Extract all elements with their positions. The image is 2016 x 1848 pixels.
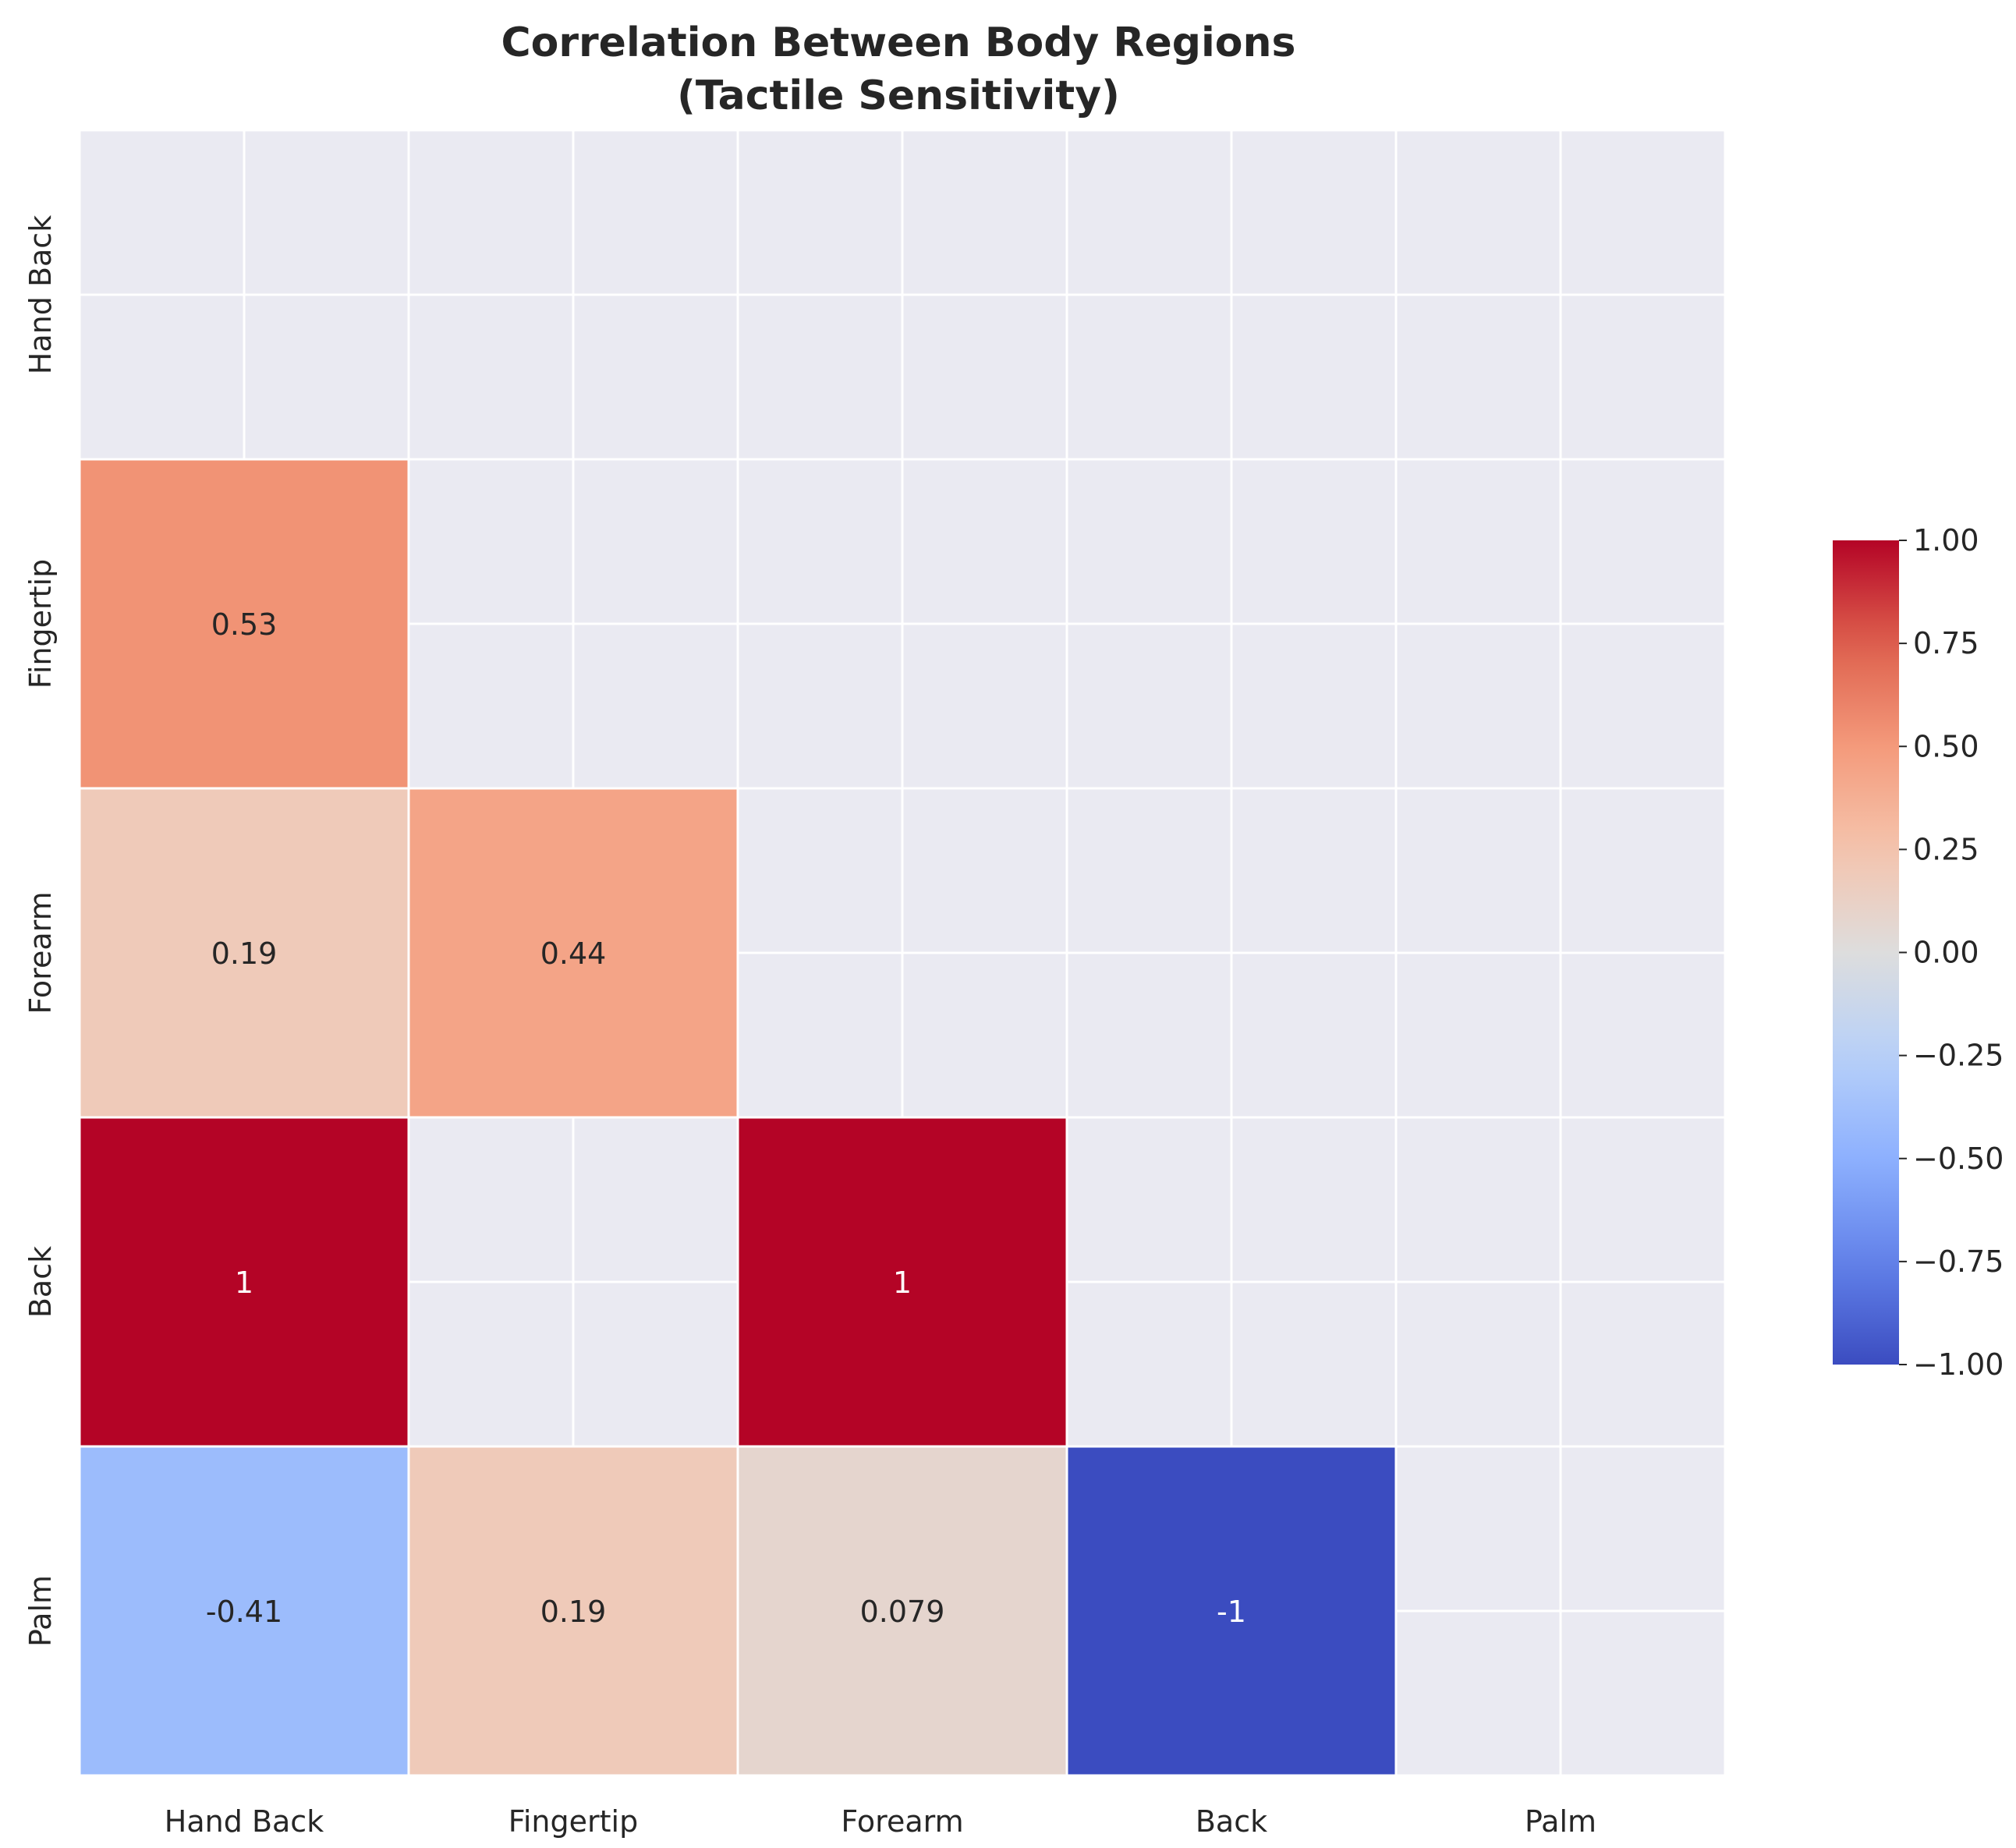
colorbar-tick-label: −0.75	[1913, 1244, 2004, 1279]
y-tick-label: Hand Back	[23, 215, 58, 374]
colorbar-gradient	[1833, 540, 1899, 1365]
cell-value-label: 1	[893, 1266, 912, 1300]
x-tick-label: Hand Back	[165, 1804, 324, 1839]
colorbar-tick-label: −0.50	[1913, 1142, 2004, 1176]
heatmap-cell	[78, 1116, 410, 1448]
colorbar-tick-label: 0.00	[1913, 936, 1979, 970]
colorbar: 1.00 0.75 0.50 0.25 0.00 −0.25 −0.50 −0.75 −1.00	[1833, 523, 2004, 1382]
heatmap-cell	[407, 787, 739, 1119]
cell-value-label: 0.079	[860, 1595, 945, 1629]
x-tick-label: Fingertip	[508, 1804, 638, 1839]
colorbar-tick-label: 0.75	[1913, 626, 1979, 660]
cell-value-label: 0.53	[211, 607, 278, 642]
heatmap-cell	[78, 458, 410, 790]
y-tick-label: Forearm	[23, 891, 58, 1014]
heatmap-cell	[1065, 1445, 1398, 1777]
colorbar-tick-label: −1.00	[1913, 1347, 2004, 1382]
cell-value-label: -1	[1217, 1595, 1246, 1629]
y-tick-label: Back	[23, 1246, 58, 1318]
heatmap-cells: 0.53 0.19 0.44 1 1 -0.41 0.19 0.079 -1	[78, 458, 1398, 1777]
cell-value-label: -0.41	[206, 1595, 282, 1629]
x-tick-label: Forearm	[841, 1804, 963, 1839]
heatmap-cell	[736, 1116, 1068, 1448]
colorbar-tick-label: 0.25	[1913, 832, 1979, 866]
heatmap-cell	[736, 1445, 1068, 1777]
cell-value-label: 0.19	[540, 1595, 607, 1629]
cell-value-label: 0.19	[211, 936, 278, 971]
heatmap-cell	[407, 1445, 739, 1777]
chart-title: Correlation Between Body Regions	[501, 19, 1296, 66]
colorbar-tick-label: −0.25	[1913, 1039, 2004, 1073]
y-axis-tick-labels: Hand Back Fingertip Forearm Back Palm	[23, 215, 58, 1647]
x-axis-tick-labels: Hand Back Fingertip Forearm Back Palm	[165, 1804, 1596, 1839]
y-tick-label: Palm	[23, 1575, 58, 1647]
colorbar-tick-label: 1.00	[1913, 523, 1979, 558]
x-tick-label: Palm	[1525, 1804, 1596, 1839]
y-tick-label: Fingertip	[23, 559, 58, 689]
colorbar-tick-label: 0.50	[1913, 729, 1979, 763]
cell-value-label: 0.44	[540, 936, 607, 971]
cell-value-label: 1	[235, 1266, 253, 1300]
chart-subtitle: (Tactile Sensitivity)	[677, 73, 1120, 119]
x-tick-label: Back	[1196, 1804, 1267, 1839]
